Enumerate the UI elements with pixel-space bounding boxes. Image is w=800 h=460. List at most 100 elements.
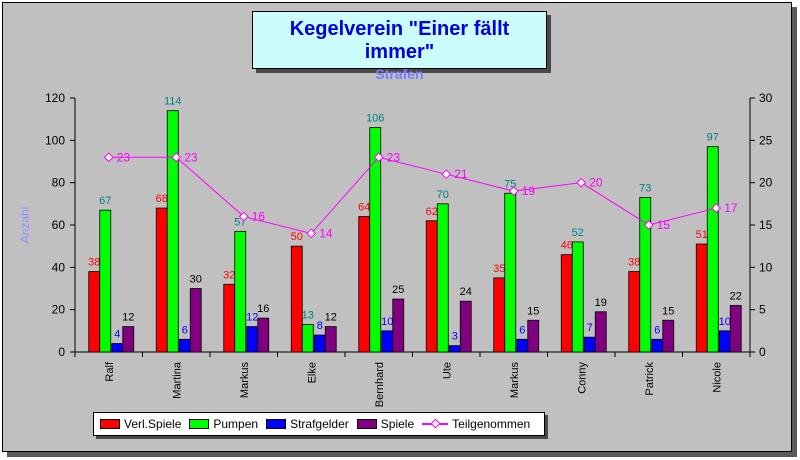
data-label: 52 (572, 227, 584, 239)
legend-label: Strafgelder (290, 417, 349, 431)
bar (324, 326, 337, 353)
data-label: 6 (182, 324, 188, 336)
y-tick-label-left: 100 (45, 133, 65, 147)
bar (392, 298, 405, 353)
x-tick-label: Bernhard (374, 362, 386, 407)
line-point (576, 177, 587, 188)
legend-swatch (266, 419, 287, 429)
bar (695, 243, 708, 353)
title-box: Kegelverein "Einer fällt immer" Strafen (252, 11, 547, 82)
line-point (238, 211, 249, 222)
legend-item: Spiele (356, 417, 415, 431)
bar (166, 110, 179, 353)
data-label: 73 (639, 182, 651, 194)
bar (189, 288, 202, 353)
bar (527, 319, 540, 353)
bar (246, 326, 259, 353)
legend-line (422, 418, 449, 429)
bar (234, 230, 247, 353)
bar (448, 345, 461, 353)
bar (504, 192, 517, 353)
y-tick-label-right: 15 (759, 218, 773, 232)
y-tick-label-left: 60 (52, 218, 66, 232)
data-label: 106 (366, 113, 384, 125)
data-label: 10 (381, 316, 393, 328)
legend-label: Teilgenommen (452, 417, 531, 431)
x-tick-label: Nicole (711, 362, 723, 393)
legend-item: Strafgelder (266, 417, 349, 431)
legend-label: Spiele (380, 417, 415, 431)
bar (662, 319, 675, 353)
data-label: 6 (654, 324, 660, 336)
legend-label: Verl.Spiele (124, 417, 182, 431)
bar (628, 271, 641, 353)
bar (223, 283, 236, 353)
x-tick-label: Elke (306, 362, 318, 383)
x-tick-label: Ralf (104, 361, 116, 382)
data-label: 23 (387, 150, 401, 164)
data-label: 51 (696, 229, 708, 241)
data-label: 23 (117, 150, 131, 164)
line-point (508, 186, 519, 197)
line-point (306, 228, 317, 239)
data-label: 6 (519, 324, 525, 336)
data-label: 38 (628, 257, 640, 269)
data-label: 15 (527, 305, 539, 317)
bar (706, 146, 719, 353)
bar (436, 203, 449, 353)
bar (99, 209, 112, 353)
legend-item: Teilgenommen (422, 417, 530, 431)
legend-marker (430, 418, 441, 429)
data-label: 114 (164, 96, 182, 108)
bar (718, 330, 731, 353)
legend-item: Pumpen (189, 417, 258, 431)
data-label: 97 (707, 132, 719, 144)
data-label: 3 (452, 331, 458, 343)
data-label: 32 (223, 269, 235, 281)
legend-label: Pumpen (213, 417, 259, 431)
y-tick-label-left: 20 (52, 303, 66, 317)
data-label: 16 (257, 303, 269, 315)
y-tick-label-right: 10 (759, 260, 773, 274)
data-label: 62 (426, 206, 438, 218)
data-label: 20 (589, 176, 603, 190)
legend-swatch (356, 419, 377, 429)
data-label: 35 (493, 263, 505, 275)
data-label: 4 (114, 329, 120, 341)
bar (729, 305, 742, 353)
y-tick-label-left: 80 (52, 176, 66, 190)
bar (111, 343, 124, 353)
data-label: 19 (522, 184, 536, 198)
legend-swatch (100, 419, 120, 429)
y-tick-label-left: 0 (58, 345, 65, 359)
data-label: 8 (317, 320, 323, 332)
line-series (108, 156, 717, 235)
data-label: 16 (252, 210, 266, 224)
data-label: 38 (88, 257, 100, 269)
y-tick-label-left: 40 (52, 260, 66, 274)
legend-swatch (189, 419, 210, 429)
data-label: 23 (184, 150, 198, 164)
data-label: 15 (657, 218, 671, 232)
data-label: 30 (190, 274, 202, 286)
bar (290, 245, 303, 353)
line-point (643, 220, 654, 230)
data-label: 64 (358, 202, 370, 214)
bar (369, 127, 382, 353)
data-label: 13 (302, 309, 314, 321)
data-label: 12 (325, 312, 337, 324)
data-label: 22 (730, 290, 742, 302)
data-label: 46 (561, 240, 573, 252)
y-tick-label-right: 0 (759, 345, 766, 359)
bar (88, 271, 101, 353)
x-tick-label: Markus (239, 362, 251, 399)
y-tick-label-right: 20 (759, 176, 773, 190)
data-label: 68 (156, 193, 168, 205)
bar (651, 338, 664, 353)
line-point (711, 203, 722, 214)
legend: Verl.Spiele Pumpen Strafgelder Spiele Te… (93, 412, 546, 436)
data-label: 50 (291, 231, 303, 243)
bar (459, 300, 472, 353)
x-tick-label: Martina (171, 361, 183, 399)
data-label: 12 (246, 312, 258, 324)
